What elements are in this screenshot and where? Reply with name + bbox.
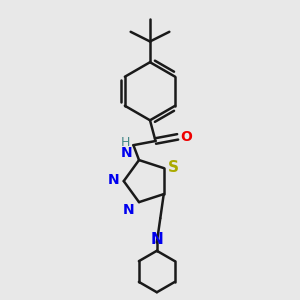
- Text: N: N: [121, 146, 133, 160]
- Text: N: N: [108, 173, 120, 188]
- Text: N: N: [123, 203, 135, 217]
- Text: S: S: [168, 160, 179, 175]
- Text: H: H: [121, 136, 130, 149]
- Text: N: N: [151, 232, 163, 247]
- Text: O: O: [180, 130, 192, 144]
